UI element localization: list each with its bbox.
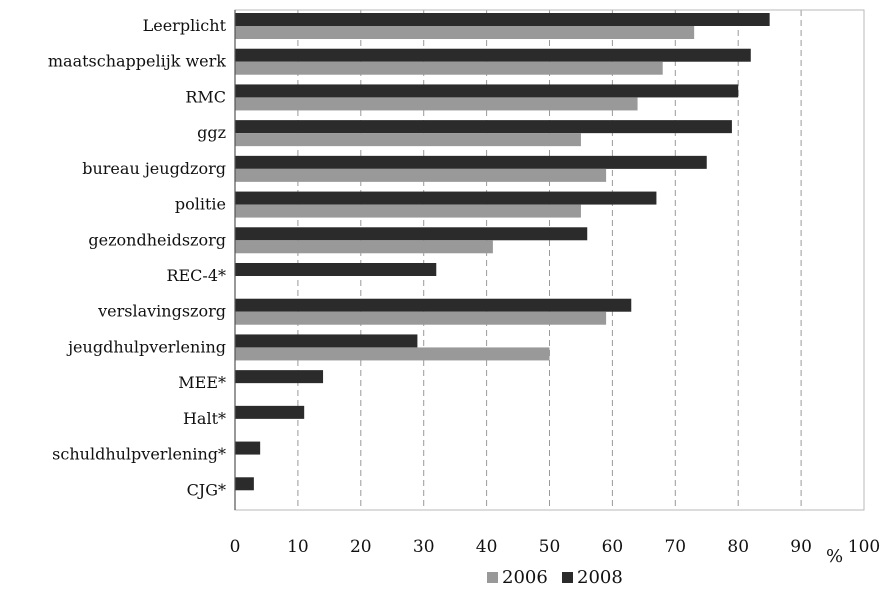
- category-label-5: politie: [175, 195, 226, 214]
- legend-swatch-2008: [562, 572, 573, 583]
- x-tick-label-30: 30: [413, 537, 435, 557]
- bar-2008-7: [235, 263, 437, 276]
- bar-2006-5: [235, 204, 581, 218]
- bar-2006-3: [235, 133, 581, 147]
- bar-2008-12: [235, 441, 261, 455]
- category-label-9: jeugdhulpverlening: [66, 337, 226, 356]
- x-tick-label-60: 60: [602, 537, 624, 557]
- axes: [234, 9, 865, 511]
- bar-2006-8: [235, 311, 607, 325]
- bar-2008-8: [235, 298, 632, 312]
- bar-2006-0: [235, 26, 695, 39]
- category-label-2: RMC: [185, 87, 226, 106]
- legend-label-2008: 2008: [577, 567, 623, 588]
- bar-2008-5: [235, 191, 657, 205]
- bar-2008-6: [235, 227, 588, 241]
- category-label-8: verslavingszorg: [97, 302, 226, 321]
- bar-2006-2: [235, 97, 638, 111]
- category-label-7: REC-4*: [166, 266, 226, 285]
- bar-2008-9: [235, 334, 418, 348]
- category-label-4: bureau jeugdzorg: [82, 159, 226, 178]
- legend: 2006 2008: [487, 567, 623, 588]
- x-tick-label-40: 40: [476, 537, 498, 557]
- x-tick-label-50: 50: [539, 537, 561, 557]
- category-label-13: CJG*: [187, 480, 226, 499]
- x-tick-label-100: 100: [848, 537, 880, 557]
- category-labels: Leerplicht maatschappelijk werk RMC ggz bure…: [48, 16, 227, 499]
- bar-2006-4: [235, 168, 607, 182]
- bar-2008-0: [235, 13, 770, 26]
- category-label-11: Halt*: [183, 409, 226, 428]
- bar-2008-2: [235, 84, 739, 98]
- x-tick-label-70: 70: [664, 537, 686, 557]
- x-tick-label-0: 0: [230, 537, 241, 557]
- bar-2008-11: [235, 405, 305, 419]
- legend-label-2006: 2006: [502, 567, 548, 588]
- bar-2008-4: [235, 155, 707, 169]
- category-label-12: schuldhulpverlening*: [52, 445, 226, 464]
- category-label-10: MEE*: [178, 373, 226, 392]
- x-tick-label-80: 80: [727, 537, 749, 557]
- category-label-0: Leerplicht: [143, 16, 227, 35]
- x-tick-label-20: 20: [350, 537, 372, 557]
- bar-2006-6: [235, 240, 493, 254]
- category-label-3: ggz: [197, 123, 226, 142]
- bar-2006-1: [235, 61, 663, 75]
- legend-swatch-2006: [487, 572, 498, 583]
- x-unit-label: %: [826, 546, 843, 567]
- x-tick-label-10: 10: [287, 537, 309, 557]
- bar-2008-3: [235, 120, 732, 134]
- category-label-1: maatschappelijk werk: [48, 52, 226, 71]
- category-label-6: gezondheidszorg: [88, 230, 226, 249]
- bars: [235, 13, 770, 491]
- bar-2006-9: [235, 347, 550, 361]
- bar-2008-10: [235, 370, 324, 384]
- x-tick-labels: 0 10 20 30 40 50 60 70 80 90 100: [230, 537, 881, 557]
- bar-2008-1: [235, 48, 751, 62]
- x-tick-label-90: 90: [790, 537, 812, 557]
- bar-2008-13: [235, 477, 254, 491]
